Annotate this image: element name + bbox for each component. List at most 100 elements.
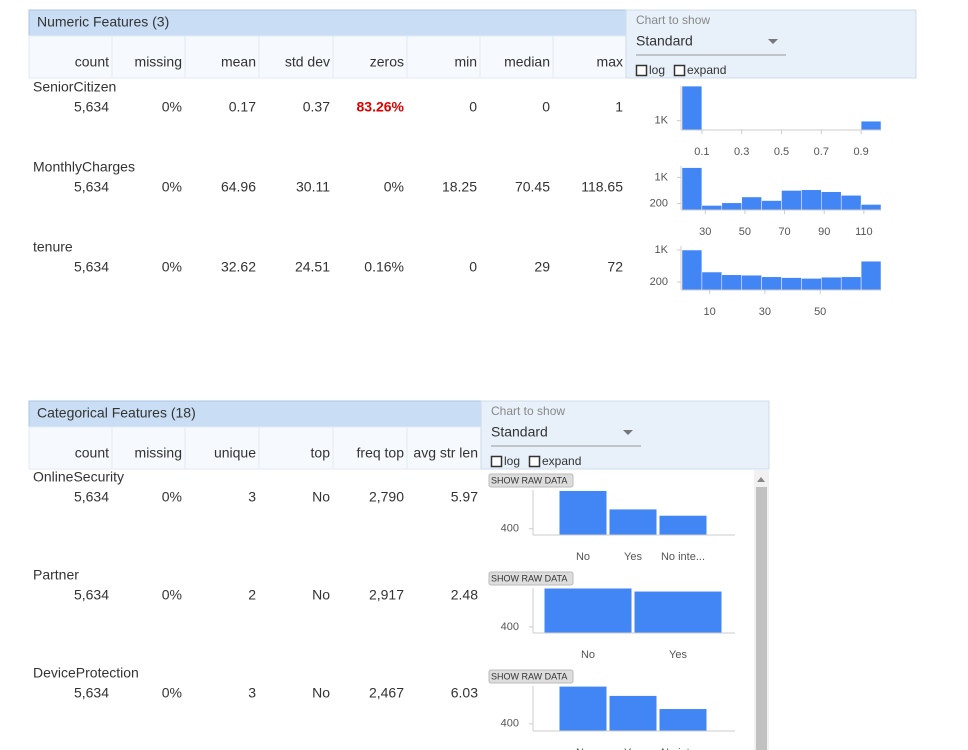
feature-stat: 2,790 [369, 489, 404, 505]
show-raw-data-button[interactable] [488, 473, 574, 488]
x-tick-label: 70 [778, 226, 790, 238]
histogram-bar [681, 85, 703, 131]
feature-stat: 83.26% [357, 99, 405, 115]
column-header[interactable]: count [75, 54, 109, 70]
histogram-bar [721, 274, 742, 291]
x-tick-label: 0.5 [774, 146, 789, 158]
x-tick-label: No [581, 649, 595, 661]
log-label: log [649, 63, 665, 77]
feature-name: MonthlyCharges [33, 159, 135, 175]
feature-stat: 5,634 [74, 259, 109, 275]
show-raw-data-button[interactable] [488, 571, 574, 586]
select-arrow [768, 39, 778, 44]
x-tick-label: No inte... [661, 747, 705, 750]
x-tick-label: 90 [818, 226, 830, 238]
feature-stat: 18.25 [442, 179, 477, 195]
feature-name: DeviceProtection [33, 665, 139, 681]
section-header [28, 9, 627, 37]
histogram-bar [801, 278, 822, 291]
x-tick-label: 10 [704, 306, 716, 318]
feature-name: Partner [33, 567, 79, 583]
histogram-bar [801, 189, 822, 211]
column-header[interactable]: missing [135, 54, 182, 70]
scrollbar-arrow[interactable] [757, 477, 765, 482]
scrollbar-thumb[interactable] [756, 487, 767, 750]
x-tick-label: 0.9 [853, 146, 868, 158]
feature-stat: 0 [469, 259, 477, 275]
x-tick-label: Yes [669, 649, 687, 661]
feature-stat: 0.37 [303, 99, 330, 115]
x-tick-label: 50 [814, 306, 826, 318]
feature-stat: 5,634 [74, 179, 109, 195]
show-raw-data-label: SHOW RAW DATA [491, 671, 567, 681]
bar [559, 686, 607, 731]
expand-checkbox[interactable] [673, 64, 686, 77]
histogram-bar [781, 277, 802, 291]
feature-stat: 0% [162, 587, 182, 603]
feature-stat: 5,634 [74, 587, 109, 603]
feature-stat: 2,917 [369, 587, 404, 603]
chart-to-show-label: Chart to show [491, 404, 565, 418]
feature-stat: No [312, 489, 330, 505]
histogram-bar [761, 276, 782, 291]
expand-checkbox[interactable] [528, 455, 541, 468]
chart-to-show-label: Chart to show [636, 13, 710, 27]
bar [544, 588, 632, 633]
feature-stat: 2,467 [369, 685, 404, 701]
y-tick-label: 400 [501, 718, 519, 730]
feature-stat: 2.48 [451, 587, 478, 603]
histogram-bar [681, 249, 703, 291]
feature-stat: 3 [248, 489, 256, 505]
column-header[interactable]: unique [214, 445, 256, 461]
feature-stat: 0 [469, 99, 477, 115]
x-tick-label: No [576, 747, 590, 750]
column-header[interactable]: count [75, 445, 109, 461]
feature-stat: 0% [162, 259, 182, 275]
x-tick-label: 30 [759, 306, 771, 318]
histogram-bar [840, 195, 862, 211]
feature-stat: 32.62 [221, 259, 256, 275]
log-checkbox[interactable] [490, 455, 503, 468]
bar [609, 695, 657, 731]
log-checkbox[interactable] [635, 64, 648, 77]
column-header[interactable]: avg str len [413, 445, 478, 461]
y-tick-label: 400 [501, 621, 519, 633]
feature-stat: 70.45 [515, 179, 550, 195]
histogram-bar [860, 260, 882, 291]
histogram-bar [821, 191, 842, 211]
column-header[interactable]: max [597, 54, 623, 70]
column-header[interactable]: freq top [357, 445, 405, 461]
feature-stat: 0% [162, 99, 182, 115]
feature-stat: 5,634 [74, 99, 109, 115]
column-header[interactable]: min [454, 54, 477, 70]
feature-name: SeniorCitizen [33, 79, 116, 95]
chart-select[interactable]: Standard [636, 33, 693, 49]
column-header[interactable]: mean [221, 54, 256, 70]
column-header[interactable]: top [311, 445, 331, 461]
histogram-bar [821, 276, 842, 291]
feature-stat: 29 [534, 259, 550, 275]
feature-stat: 0.17 [229, 99, 256, 115]
histogram-bar [721, 202, 742, 211]
x-tick-label: No inte... [661, 551, 705, 563]
feature-stat: 0.16% [364, 259, 404, 275]
x-tick-label: No [576, 551, 590, 563]
select-arrow [623, 430, 633, 435]
column-header[interactable]: median [504, 54, 550, 70]
column-header[interactable]: zeros [370, 54, 404, 70]
y-tick-label: 1K [655, 171, 669, 183]
show-raw-data-button[interactable] [488, 669, 574, 684]
feature-name: OnlineSecurity [33, 469, 124, 485]
feature-stat: 3 [248, 685, 256, 701]
y-tick-label: 1K [655, 244, 669, 256]
histogram-bar [761, 200, 782, 211]
y-tick-label: 1K [655, 115, 669, 127]
feature-stat: No [312, 685, 330, 701]
section-title: Categorical Features (18) [37, 405, 196, 421]
column-header[interactable]: missing [135, 445, 182, 461]
column-header[interactable]: std dev [285, 54, 330, 70]
chart-select[interactable]: Standard [491, 424, 548, 440]
feature-stat: 5,634 [74, 489, 109, 505]
